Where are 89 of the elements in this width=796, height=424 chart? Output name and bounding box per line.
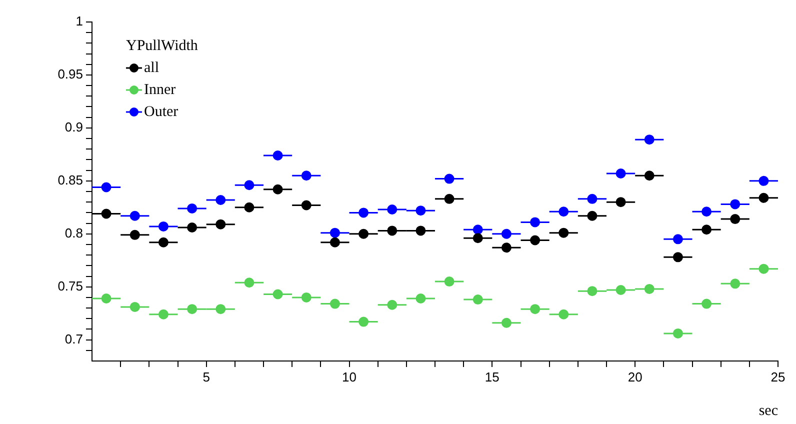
y-tick-label: 0.8 <box>64 225 83 240</box>
point <box>272 184 283 194</box>
point <box>530 235 540 246</box>
point <box>130 210 140 221</box>
point <box>530 304 540 314</box>
point <box>558 309 569 320</box>
point <box>501 318 512 328</box>
legend-label: all <box>144 60 159 76</box>
x-axis-title: sec <box>758 402 778 419</box>
point <box>587 194 598 204</box>
point <box>558 206 569 217</box>
point <box>730 214 740 224</box>
point <box>644 170 654 181</box>
point <box>702 298 712 309</box>
point <box>672 328 683 338</box>
y-tick-label: 1 <box>76 14 83 29</box>
point <box>358 228 369 239</box>
point <box>587 286 598 296</box>
point <box>101 208 112 219</box>
point <box>187 304 198 314</box>
point <box>758 264 769 274</box>
x-tick-label: 5 <box>202 369 210 384</box>
point <box>758 192 769 203</box>
point <box>416 293 426 304</box>
point <box>358 316 369 327</box>
point <box>101 182 112 192</box>
x-tick-label: 10 <box>342 369 356 384</box>
point <box>644 134 654 145</box>
point <box>330 228 340 238</box>
point <box>702 206 712 217</box>
point <box>672 234 683 244</box>
point <box>416 226 426 236</box>
point <box>730 278 740 289</box>
point <box>216 219 226 230</box>
y-tick-label: 0.75 <box>58 278 83 294</box>
point <box>101 293 112 304</box>
point <box>244 278 254 288</box>
point <box>244 202 254 212</box>
point <box>358 208 369 218</box>
point <box>416 206 426 216</box>
y-tick-label: 0.95 <box>58 66 83 82</box>
point <box>244 180 254 190</box>
point <box>587 210 598 221</box>
point <box>158 221 168 232</box>
point <box>301 170 312 181</box>
point <box>387 300 398 310</box>
x-tick-label: 25 <box>770 369 786 384</box>
point <box>301 292 312 302</box>
legend-label: Outer <box>144 104 178 120</box>
point <box>272 289 283 300</box>
point <box>387 226 398 236</box>
point <box>216 194 226 205</box>
point <box>472 233 483 244</box>
point <box>444 174 454 184</box>
point <box>158 237 168 248</box>
point <box>472 224 483 235</box>
point <box>616 197 626 208</box>
legend-title: YPullWidth <box>126 38 198 54</box>
point <box>444 276 454 287</box>
point <box>644 284 654 294</box>
point <box>730 199 740 210</box>
y-tick-label: 0.9 <box>64 120 83 135</box>
y-tick-label: 0.7 <box>64 331 83 346</box>
point <box>472 294 483 305</box>
point <box>187 203 198 214</box>
point <box>387 204 398 215</box>
x-tick-label: 15 <box>484 369 500 384</box>
point <box>158 309 168 320</box>
point <box>758 176 769 186</box>
point <box>616 285 626 296</box>
point <box>702 224 712 235</box>
point <box>530 217 540 228</box>
point <box>272 150 283 160</box>
legend-label: Inner <box>144 82 176 98</box>
point <box>501 228 512 239</box>
x-tick-label: 20 <box>628 369 642 384</box>
point <box>130 230 140 240</box>
point <box>130 302 140 312</box>
point <box>330 237 340 248</box>
point <box>187 222 198 233</box>
point <box>672 252 683 262</box>
point <box>501 242 512 253</box>
point <box>301 200 312 210</box>
point <box>216 304 226 314</box>
y-tick-label: 0.85 <box>58 172 83 188</box>
point <box>558 228 569 238</box>
point <box>444 194 454 204</box>
point <box>616 168 626 178</box>
point <box>330 298 340 309</box>
